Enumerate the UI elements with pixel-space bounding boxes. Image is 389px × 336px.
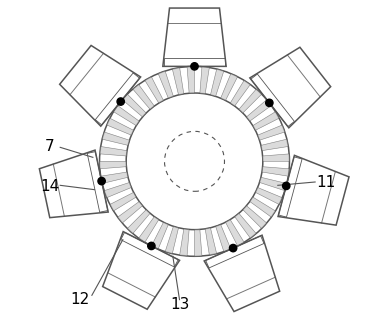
Polygon shape xyxy=(110,192,136,211)
Polygon shape xyxy=(187,67,194,93)
Text: 14: 14 xyxy=(40,179,59,194)
Polygon shape xyxy=(139,217,159,242)
Polygon shape xyxy=(172,68,184,95)
Polygon shape xyxy=(122,94,146,117)
Circle shape xyxy=(98,177,105,185)
Text: 12: 12 xyxy=(70,292,89,307)
Polygon shape xyxy=(101,172,128,183)
Polygon shape xyxy=(210,69,224,96)
Circle shape xyxy=(117,98,124,105)
Polygon shape xyxy=(114,106,139,126)
Polygon shape xyxy=(151,222,168,249)
Polygon shape xyxy=(235,213,256,238)
Polygon shape xyxy=(255,187,282,204)
Polygon shape xyxy=(239,89,262,113)
Polygon shape xyxy=(262,167,289,176)
Polygon shape xyxy=(243,206,267,228)
Circle shape xyxy=(148,242,155,250)
Polygon shape xyxy=(226,220,244,246)
Polygon shape xyxy=(205,228,217,255)
Polygon shape xyxy=(165,226,179,254)
Polygon shape xyxy=(250,197,275,217)
Polygon shape xyxy=(158,71,173,98)
Polygon shape xyxy=(127,210,150,234)
Polygon shape xyxy=(230,80,250,106)
Polygon shape xyxy=(261,139,288,151)
Text: 11: 11 xyxy=(317,175,336,191)
Polygon shape xyxy=(200,67,209,94)
Circle shape xyxy=(282,182,290,190)
Polygon shape xyxy=(259,177,287,191)
Polygon shape xyxy=(107,118,134,135)
Circle shape xyxy=(191,63,198,70)
Circle shape xyxy=(266,99,273,107)
Polygon shape xyxy=(247,100,272,121)
Polygon shape xyxy=(194,229,202,256)
Polygon shape xyxy=(253,112,279,130)
Text: 13: 13 xyxy=(170,297,189,312)
Text: 7: 7 xyxy=(45,139,54,154)
Polygon shape xyxy=(104,182,131,198)
Polygon shape xyxy=(263,154,289,161)
Polygon shape xyxy=(216,224,231,252)
Polygon shape xyxy=(100,146,127,156)
Polygon shape xyxy=(180,229,189,256)
Polygon shape xyxy=(102,132,130,145)
Polygon shape xyxy=(100,161,126,169)
Circle shape xyxy=(230,244,237,252)
Polygon shape xyxy=(221,74,238,100)
Polygon shape xyxy=(145,77,163,103)
Polygon shape xyxy=(117,202,142,223)
Polygon shape xyxy=(258,125,285,140)
Polygon shape xyxy=(133,85,154,110)
